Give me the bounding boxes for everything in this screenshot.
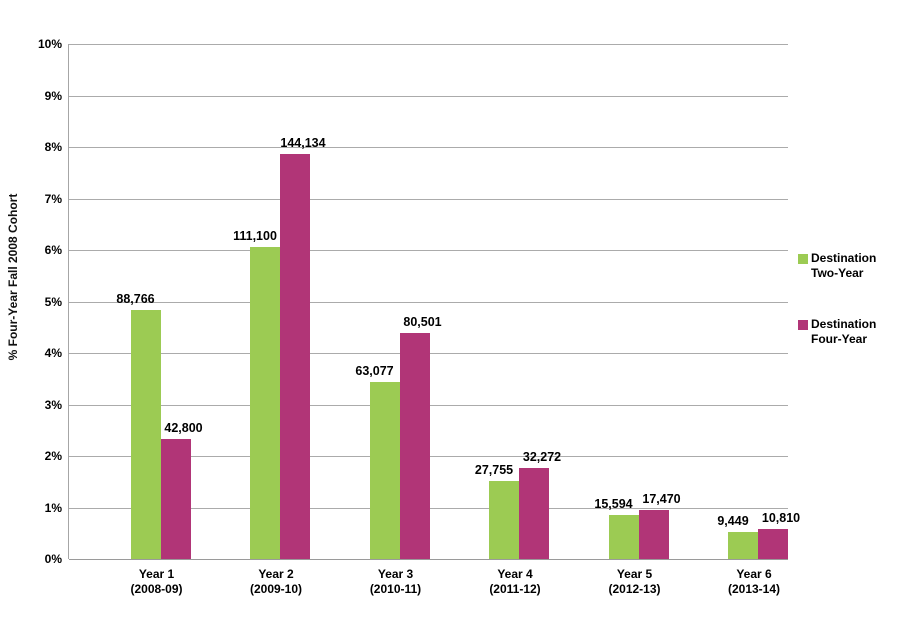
category-label-range: (2011-12) xyxy=(489,582,541,596)
bar-two-year xyxy=(608,515,639,559)
category-label: Year 6 (2013-14) xyxy=(728,567,780,597)
y-tick-label: 0% xyxy=(44,552,62,566)
bar-value-label: 17,470 xyxy=(642,492,681,506)
bar-value-label: 80,501 xyxy=(403,315,442,329)
y-tick-label: 10% xyxy=(37,37,62,51)
gridline xyxy=(69,44,788,45)
y-tick-label: 2% xyxy=(44,449,62,463)
bar-four-year xyxy=(280,154,310,559)
category-label: Year 5 (2012-13) xyxy=(608,567,660,597)
bar-four-year xyxy=(399,333,430,559)
bar-two-year xyxy=(369,382,400,559)
category-label-year: Year 1 xyxy=(138,567,175,581)
bar-value-label: 144,134 xyxy=(280,136,326,150)
category-label-range: (2009-10) xyxy=(249,582,303,596)
y-axis-title: % Four-Year Fall 2008 Cohort xyxy=(6,193,20,361)
category-label-range: (2010-11) xyxy=(369,582,422,596)
category-label: Year 2 (2009-10) xyxy=(250,567,302,597)
bar-value-label: 32,272 xyxy=(522,450,562,464)
bar-two-year xyxy=(130,310,161,559)
x-axis-line xyxy=(69,559,788,560)
y-tick-label: 3% xyxy=(44,398,62,412)
bar-value-label: 42,800 xyxy=(164,421,203,435)
bar-four-year xyxy=(519,468,549,559)
y-tick-label: 4% xyxy=(44,346,62,360)
bar-value-label: 27,755 xyxy=(474,463,514,477)
gridline xyxy=(69,96,788,97)
legend-label-four-year: Destination Four-Year xyxy=(811,317,877,346)
gridline xyxy=(69,302,788,303)
gridline xyxy=(69,199,788,200)
bar-value-label: 15,594 xyxy=(594,497,633,511)
bar-value-label: 111,100 xyxy=(233,229,277,243)
bar-four-year xyxy=(758,529,788,559)
bar-value-label: 10,810 xyxy=(761,511,801,525)
y-tick-label: 5% xyxy=(44,295,62,309)
y-tick-label: 1% xyxy=(44,501,62,515)
category-label-range: (2012-13) xyxy=(608,582,661,596)
y-tick-label: 9% xyxy=(44,89,62,103)
legend-item-four-year: Destination Four-Year xyxy=(798,317,889,347)
bar-value-label: 9,449 xyxy=(717,514,749,528)
category-label: Year 3 (2010-11) xyxy=(370,567,421,597)
gridline xyxy=(69,250,788,251)
bar-value-label: 88,766 xyxy=(116,292,155,306)
bar-four-year xyxy=(160,439,191,559)
category-label-range: (2013-14) xyxy=(727,582,781,596)
category-label-year: Year 4 xyxy=(497,567,533,581)
y-tick-label: 6% xyxy=(44,243,62,257)
y-tick-label: 7% xyxy=(44,192,62,206)
category-label-year: Year 2 xyxy=(258,567,294,581)
category-label: Year 1 (2008-09) xyxy=(130,567,182,597)
gridline xyxy=(69,147,788,148)
legend-label-two-year: Destination Two-Year xyxy=(811,251,877,280)
category-label-year: Year 5 xyxy=(616,567,653,581)
bar-value-label: 63,077 xyxy=(355,364,394,378)
category-label-year: Year 3 xyxy=(377,567,414,581)
bar-two-year xyxy=(489,481,519,559)
legend-item-two-year: Destination Two-Year xyxy=(798,251,889,281)
plot-area: 88,766 42,800 111,100 144,134 63,077 80,501 27… xyxy=(68,44,800,560)
bar-two-year xyxy=(250,247,280,559)
category-label-year: Year 6 xyxy=(736,567,772,581)
bar-four-year xyxy=(638,510,669,559)
legend-swatch-four-year-icon xyxy=(798,320,808,330)
legend-swatch-two-year-icon xyxy=(798,254,808,264)
category-label: Year 4 (2011-12) xyxy=(489,567,540,597)
legend: Destination Two-Year Destination Four-Ye… xyxy=(798,251,889,383)
y-tick-label: 8% xyxy=(44,140,62,154)
bar-two-year xyxy=(728,532,758,559)
category-label-range: (2008-09) xyxy=(130,582,183,596)
